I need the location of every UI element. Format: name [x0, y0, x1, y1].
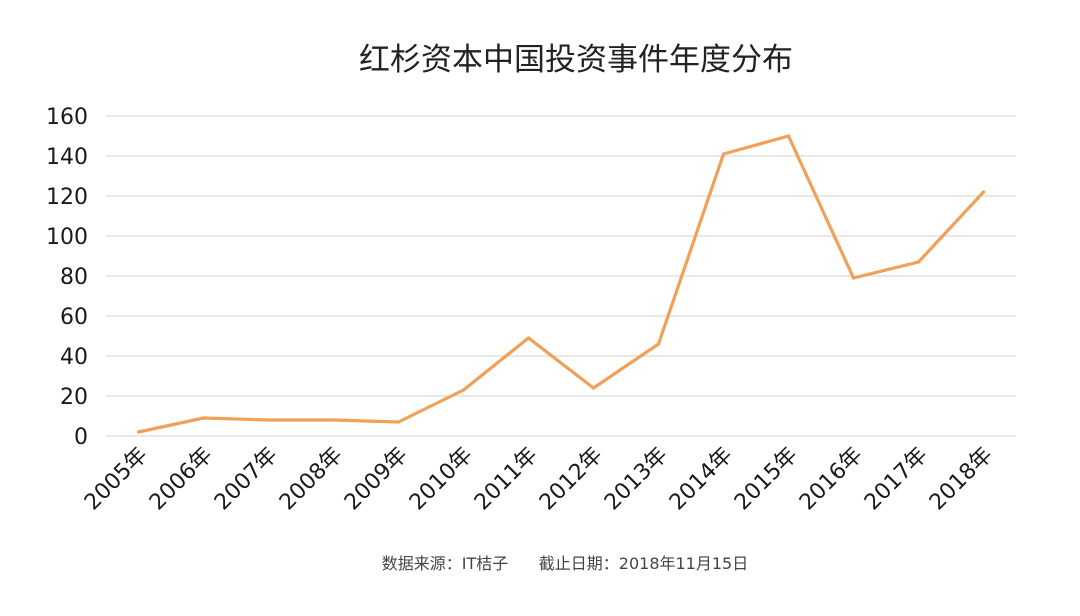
- x-tick-label: 2014年: [665, 443, 738, 516]
- y-axis: 0 20 40 60 80 100 120 140 160: [46, 105, 88, 450]
- data-point: [656, 342, 661, 346]
- y-tick-label: 80: [60, 265, 88, 290]
- x-tick-label: 2018年: [925, 443, 998, 516]
- x-tick-label: 2005年: [80, 443, 153, 516]
- x-axis: 2005年2006年2007年2008年2009年2010年2011年2012年…: [80, 443, 998, 516]
- data-point: [266, 418, 271, 422]
- data-point: [526, 336, 531, 340]
- grid-lines: [106, 115, 1016, 437]
- y-tick-label: 120: [46, 185, 88, 210]
- data-point: [461, 388, 466, 392]
- x-tick-label: 2015年: [730, 443, 803, 516]
- data-point: [721, 152, 726, 156]
- series-line: [136, 134, 986, 434]
- y-tick-label: 140: [46, 145, 88, 170]
- x-tick-label: 2017年: [860, 443, 933, 516]
- data-point: [981, 190, 986, 194]
- data-point: [201, 416, 206, 420]
- x-tick-label: 2011年: [470, 443, 543, 516]
- data-point: [916, 260, 921, 264]
- source-note: 数据来源：IT桔子 截止日期：2018年11月15日: [382, 554, 748, 573]
- x-tick-label: 2016年: [795, 443, 868, 516]
- y-tick-label: 160: [46, 105, 88, 130]
- data-point: [851, 276, 856, 280]
- x-tick-label: 2010年: [405, 443, 478, 516]
- series-group: [136, 134, 986, 434]
- x-tick-label: 2012年: [535, 443, 608, 516]
- data-point: [331, 418, 336, 422]
- data-point: [396, 420, 401, 424]
- x-tick-label: 2007年: [210, 443, 283, 516]
- data-point: [136, 430, 141, 434]
- y-tick-label: 40: [60, 345, 88, 370]
- x-tick-label: 2013年: [600, 443, 673, 516]
- x-tick-label: 2008年: [275, 443, 348, 516]
- chart-title: 红杉资本中国投资事件年度分布: [359, 42, 793, 78]
- y-tick-label: 0: [74, 425, 88, 450]
- data-point: [591, 386, 596, 390]
- y-tick-label: 20: [60, 385, 88, 410]
- y-tick-label: 100: [46, 225, 88, 250]
- y-tick-label: 60: [60, 305, 88, 330]
- data-point: [786, 134, 791, 138]
- x-tick-label: 2006年: [145, 443, 218, 516]
- x-tick-label: 2009年: [340, 443, 413, 516]
